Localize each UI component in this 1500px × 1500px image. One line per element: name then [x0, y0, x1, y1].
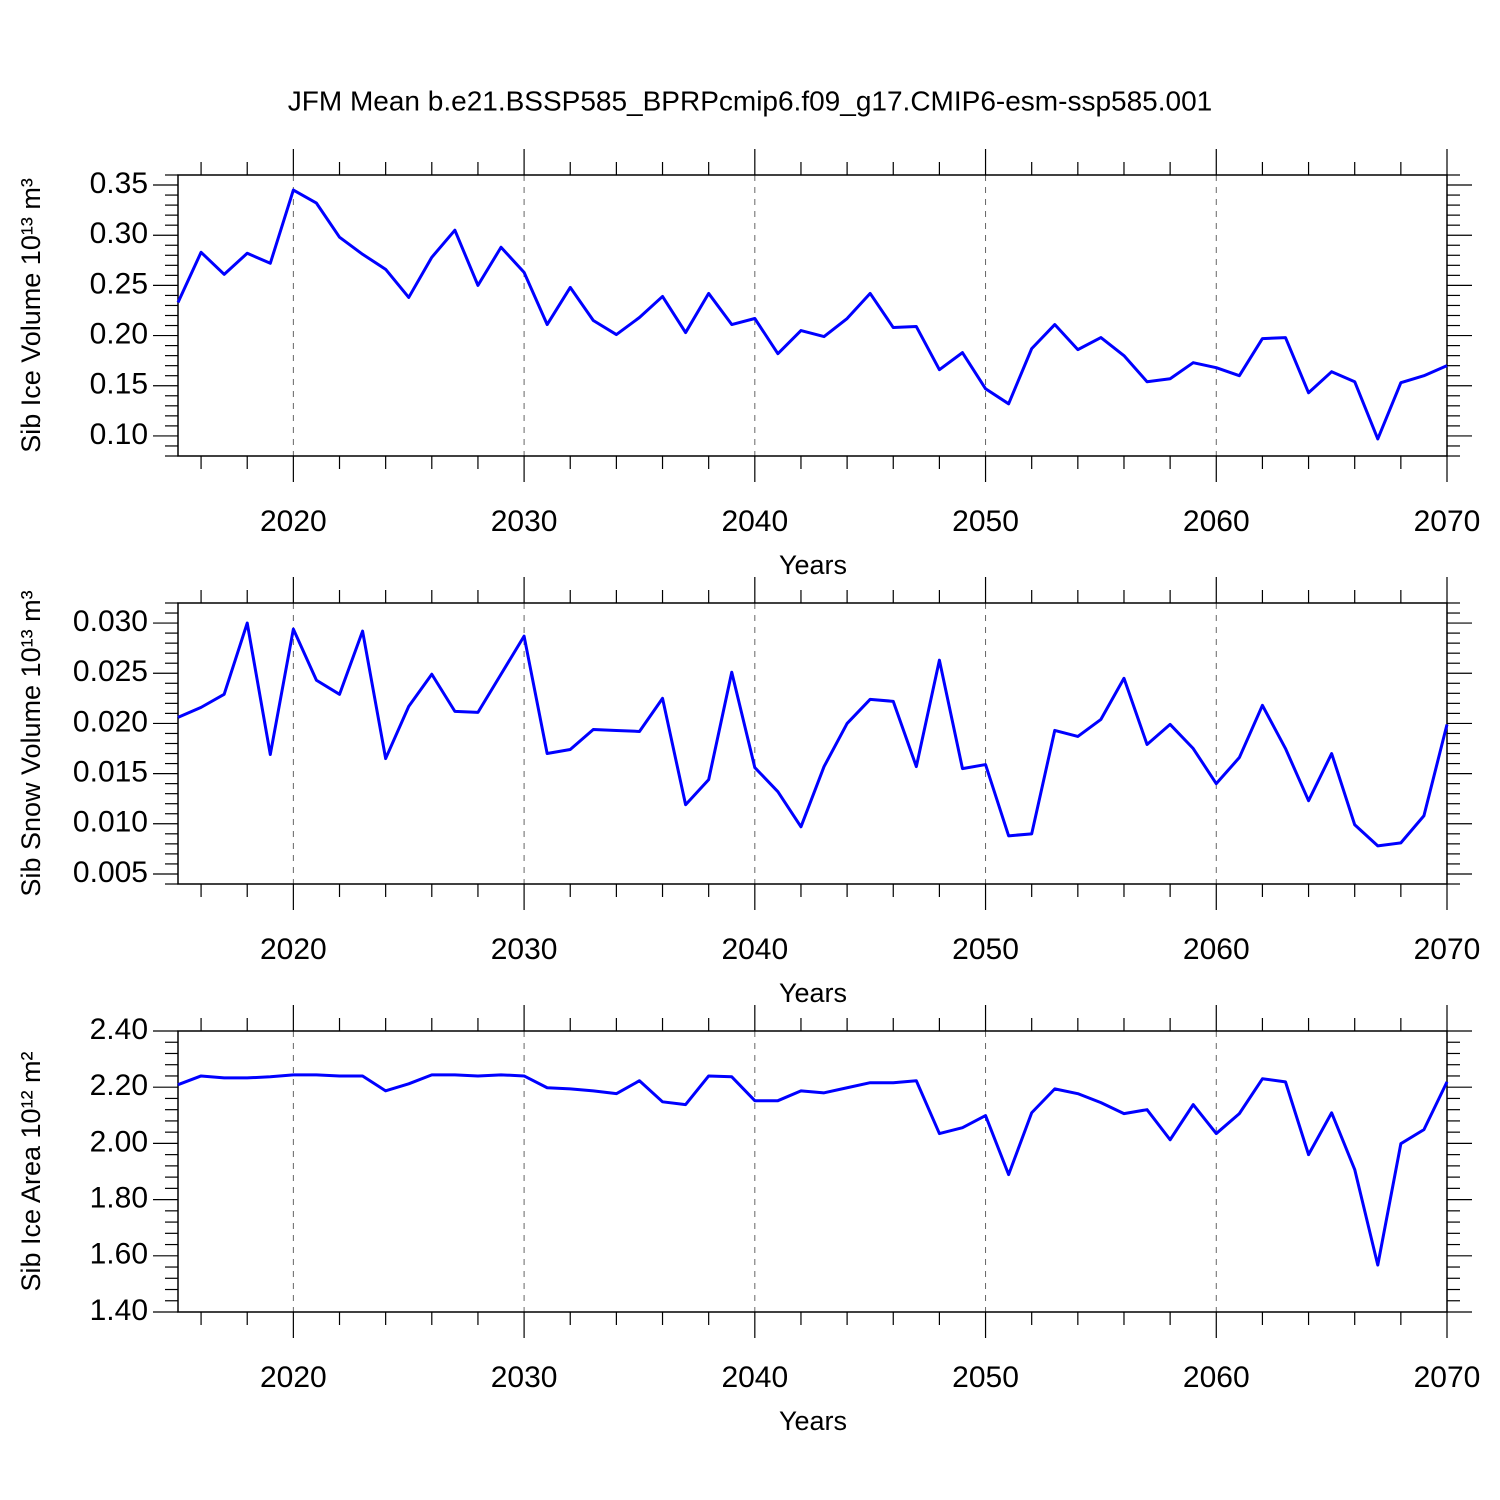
y-axis-label: Sib Ice Volume 10¹³ m³ — [16, 178, 46, 453]
x-tick-label: 2030 — [491, 505, 558, 538]
y-tick-label: 0.10 — [90, 418, 148, 451]
y-tick-label: 2.00 — [90, 1125, 148, 1158]
figure-title: JFM Mean b.e21.BSSP585_BPRPcmip6.f09_g17… — [288, 85, 1212, 116]
y-tick-label: 0.005 — [73, 856, 148, 889]
y-tick-label: 0.015 — [73, 756, 148, 789]
data-line — [177, 621, 1449, 848]
x-tick-label: 2050 — [952, 1361, 1019, 1394]
x-tick-label: 2040 — [721, 933, 788, 966]
x-tick-label: 2060 — [1183, 505, 1250, 538]
plot-frame — [177, 602, 1448, 885]
y-axis-label: Sib Snow Volume 10¹³ m³ — [16, 590, 46, 896]
y-tick-label: 1.80 — [90, 1182, 148, 1215]
x-tick-label: 2040 — [721, 505, 788, 538]
x-tick-label: 2050 — [952, 933, 1019, 966]
data-line — [176, 188, 1448, 441]
x-tick-label: 2020 — [260, 505, 327, 538]
y-tick-label: 0.20 — [90, 317, 148, 350]
y-tick-label: 2.20 — [90, 1069, 148, 1102]
x-axis-label: Years — [779, 550, 847, 580]
y-tick-label: 1.40 — [90, 1294, 148, 1327]
y-axis-label: Sib Ice Area 10¹² m² — [16, 1051, 46, 1291]
x-tick-label: 2020 — [260, 933, 327, 966]
x-tick-label: 2050 — [952, 505, 1019, 538]
plot-frame — [177, 1030, 1448, 1313]
y-tick-label: 0.025 — [73, 655, 148, 688]
y-tick-label: 2.40 — [90, 1013, 148, 1046]
x-tick-label: 2060 — [1183, 1361, 1250, 1394]
x-axis-label: Years — [779, 1406, 847, 1436]
x-axis-label: Years — [779, 978, 847, 1008]
x-tick-label: 2040 — [721, 1361, 788, 1394]
x-tick-label: 2020 — [260, 1361, 327, 1394]
y-tick-label: 0.35 — [90, 167, 148, 200]
y-tick-label: 0.010 — [73, 806, 148, 839]
y-tick-label: 0.15 — [90, 368, 148, 401]
y-tick-label: 1.60 — [90, 1238, 148, 1271]
y-tick-label: 0.25 — [90, 267, 148, 300]
x-tick-label: 2030 — [491, 1361, 558, 1394]
x-tick-label: 2060 — [1183, 933, 1250, 966]
y-tick-label: 0.020 — [73, 705, 148, 738]
x-tick-label: 2070 — [1414, 933, 1481, 966]
plot-frame — [177, 174, 1448, 457]
x-tick-label: 2070 — [1414, 1361, 1481, 1394]
x-tick-label: 2070 — [1414, 505, 1481, 538]
y-tick-label: 0.030 — [73, 605, 148, 638]
y-tick-label: 0.30 — [90, 217, 148, 250]
x-tick-label: 2030 — [491, 933, 558, 966]
data-line — [177, 1073, 1449, 1267]
